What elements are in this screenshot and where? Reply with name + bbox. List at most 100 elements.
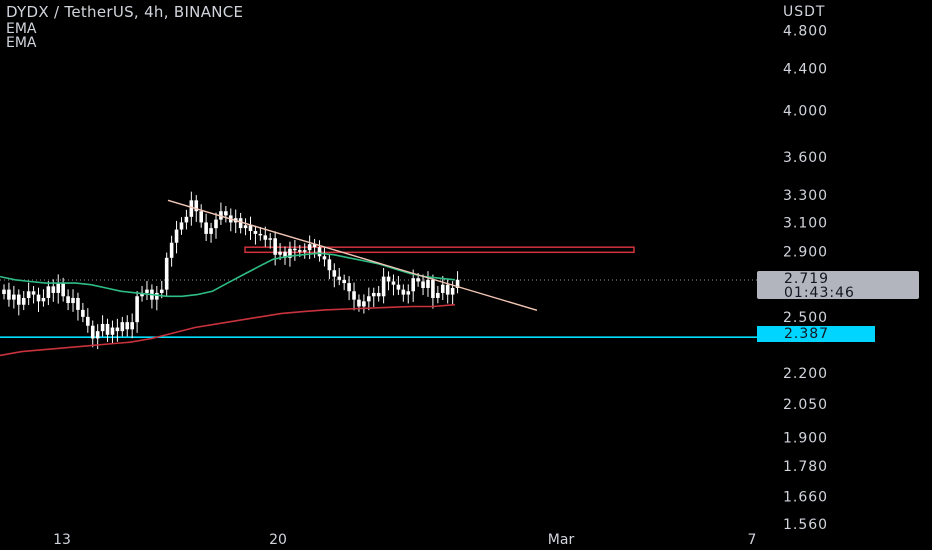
last-price: 2.719 xyxy=(784,271,830,287)
candle-body xyxy=(155,292,159,300)
last-price-tag: 2.719 01:43:46 xyxy=(757,271,919,301)
y-tick-label: 4.000 xyxy=(783,104,828,120)
candle-body xyxy=(36,294,41,302)
ema-fast-legend[interactable]: EMA xyxy=(6,21,37,37)
candle-body xyxy=(362,301,366,307)
candle-body xyxy=(268,238,273,240)
candle-body xyxy=(86,316,90,326)
x-tick-label: Mar xyxy=(548,532,575,548)
ema-fast-line xyxy=(0,252,456,298)
candle-body xyxy=(406,291,411,295)
candle-body xyxy=(16,294,21,305)
candle-body xyxy=(391,281,396,285)
candle-body xyxy=(224,211,228,216)
candle-body xyxy=(95,331,100,339)
candle-body xyxy=(209,228,213,234)
candle-body xyxy=(2,289,6,295)
candle-body xyxy=(214,219,218,229)
candle-body xyxy=(81,309,85,317)
candle-body xyxy=(401,289,406,295)
candle-body xyxy=(371,292,376,297)
candle-body xyxy=(159,289,164,293)
trendline xyxy=(167,199,538,311)
candle-body xyxy=(337,276,342,280)
candle-body xyxy=(258,233,263,236)
candle-body xyxy=(342,279,346,284)
candle-body xyxy=(426,279,430,288)
candle-body xyxy=(322,256,327,260)
candle-body xyxy=(386,276,391,282)
candle-body xyxy=(100,323,105,332)
candle-body xyxy=(436,292,440,298)
y-tick-label: 4.400 xyxy=(783,62,828,78)
x-tick-label: 7 xyxy=(748,532,757,548)
bar-countdown: 01:43:46 xyxy=(784,285,855,301)
candle-body xyxy=(263,235,268,240)
candle-body xyxy=(76,297,80,310)
support-level-tag: 2.387 xyxy=(757,326,875,342)
candle-body xyxy=(298,250,302,252)
candle-body xyxy=(115,327,120,332)
candle-body xyxy=(347,283,351,292)
candle-body xyxy=(169,242,174,258)
candle-body xyxy=(7,289,11,300)
y-tick-label: 2.200 xyxy=(783,366,828,382)
ema-slow-legend[interactable]: EMA xyxy=(6,35,37,51)
candle-body xyxy=(51,286,56,293)
chart-title: DYDX / TetherUS, 4h, BINANCE xyxy=(6,3,244,21)
candle-body xyxy=(396,284,401,290)
candle-body xyxy=(332,270,337,277)
candle-body xyxy=(317,247,322,257)
candle-body xyxy=(164,257,169,290)
y-tick-label: 1.900 xyxy=(783,430,828,446)
y-tick-label: 2.500 xyxy=(783,310,828,326)
candle-body xyxy=(26,291,31,298)
candle-body xyxy=(179,222,184,230)
candle-body xyxy=(302,250,307,252)
candle-body xyxy=(130,322,134,330)
candle-body xyxy=(110,327,115,335)
candle-body xyxy=(440,284,445,293)
candle-body xyxy=(357,299,361,307)
candle-body xyxy=(445,284,450,295)
y-tick-label: 4.800 xyxy=(783,23,828,39)
candle-body xyxy=(90,325,95,339)
y-tick-label: 2.050 xyxy=(783,397,828,413)
candle-body xyxy=(243,225,248,229)
candle-body xyxy=(184,216,189,223)
y-tick-label: 3.300 xyxy=(783,188,828,204)
candle-body xyxy=(12,294,16,300)
candle-body xyxy=(248,225,253,232)
candle-body xyxy=(66,296,70,304)
candle-body xyxy=(431,279,435,298)
candle-body xyxy=(455,279,460,288)
candle-body xyxy=(61,283,65,297)
y-tick-label: 1.560 xyxy=(783,517,828,533)
resistance-zone xyxy=(244,246,635,254)
candle-body xyxy=(273,238,277,255)
candle-body xyxy=(416,278,420,282)
candle-body xyxy=(21,297,26,305)
candle-body xyxy=(312,244,317,248)
candle-body xyxy=(327,259,332,271)
candle-body xyxy=(120,322,125,332)
y-tick-label: 3.100 xyxy=(783,215,828,231)
y-tick-label: 1.660 xyxy=(783,490,828,506)
candle-body xyxy=(238,218,243,229)
candle-body xyxy=(381,276,386,297)
candle-body xyxy=(145,289,149,293)
candle-body xyxy=(189,200,194,217)
candle-body xyxy=(293,248,297,251)
candle-body xyxy=(135,296,139,323)
candle-body xyxy=(283,251,287,258)
ema-slow-line xyxy=(0,303,456,357)
candle-body xyxy=(307,244,312,251)
candle-body xyxy=(105,323,110,335)
candle-body xyxy=(56,283,61,293)
candle-body xyxy=(352,291,356,300)
candle-body xyxy=(125,322,130,330)
candle-body xyxy=(421,281,425,288)
y-tick-label: 3.600 xyxy=(783,150,828,166)
candle-body xyxy=(71,297,75,304)
